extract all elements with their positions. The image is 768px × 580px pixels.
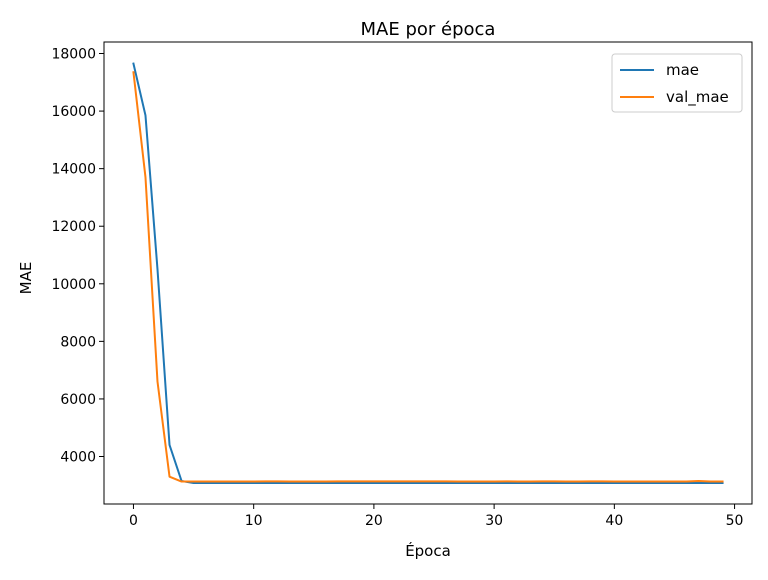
x-tick-label: 20 (365, 513, 383, 529)
x-tick-label: 10 (245, 513, 263, 529)
x-tick-label: 40 (605, 513, 623, 529)
y-tick-label: 8000 (60, 334, 96, 350)
x-tick-label: 0 (129, 513, 138, 529)
y-tick-label: 4000 (60, 450, 96, 466)
plot-area (132, 62, 724, 484)
x-axis-label: Época (405, 541, 451, 560)
series-line-val-mae (132, 71, 724, 483)
y-tick-label: 14000 (51, 162, 96, 178)
axes-frame (103, 41, 753, 505)
y-tick-label: 12000 (51, 219, 96, 235)
x-tick-label: 30 (485, 513, 503, 529)
y-axis-label: MAE (17, 262, 35, 295)
legend-label-val-mae: val_mae (666, 88, 729, 107)
y-tick-label: 16000 (51, 104, 96, 120)
x-tick-label: 50 (726, 513, 744, 529)
series-line-mae (132, 62, 724, 484)
axes: 0 10 20 30 40 50 4000 6000 8000 10000 12000 14000 16… (51, 41, 753, 529)
y-tick-label: 18000 (51, 47, 96, 63)
legend: mae val_mae (611, 53, 743, 113)
legend-label-mae: mae (666, 61, 699, 79)
y-tick-label: 10000 (51, 277, 96, 293)
y-tick-label: 6000 (60, 392, 96, 408)
chart-title: MAE por época (361, 19, 496, 40)
